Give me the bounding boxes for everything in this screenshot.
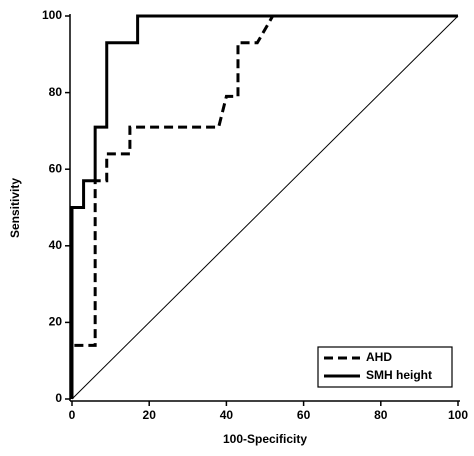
y-tick-label: 20 bbox=[49, 315, 63, 329]
x-tick-label: 80 bbox=[374, 408, 388, 422]
y-tick-label: 60 bbox=[49, 161, 63, 175]
x-tick-label: 0 bbox=[69, 408, 76, 422]
roc-curve bbox=[70, 14, 458, 399]
x-axis-label: 100-Specificity bbox=[223, 432, 307, 446]
reference-line bbox=[71, 15, 459, 400]
y-tick-label: 100 bbox=[42, 8, 62, 22]
legend-label: SMH height bbox=[366, 368, 432, 382]
x-tick-label: 40 bbox=[220, 408, 234, 422]
x-tick-label: 100 bbox=[448, 408, 468, 422]
y-tick-label: 40 bbox=[49, 238, 63, 252]
roc-curve bbox=[70, 14, 458, 399]
legend-box bbox=[317, 346, 453, 388]
y-tick-label: 80 bbox=[49, 85, 63, 99]
y-tick-label: 0 bbox=[55, 391, 62, 405]
legend-label: AHD bbox=[366, 350, 392, 364]
x-tick-label: 20 bbox=[143, 408, 157, 422]
y-axis-label: Sensitivity bbox=[8, 178, 22, 238]
x-tick-label: 60 bbox=[297, 408, 311, 422]
